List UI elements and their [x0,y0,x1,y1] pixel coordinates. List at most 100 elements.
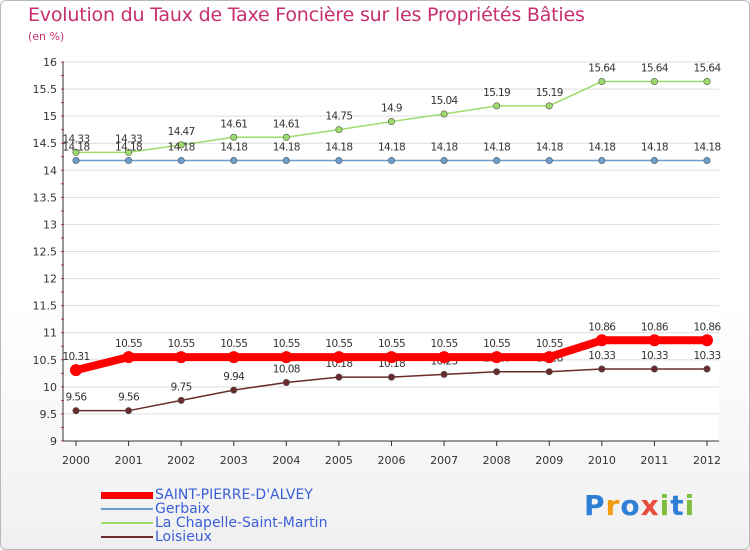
data-point [703,157,711,165]
data-label: 10.86 [693,321,721,333]
logo-letter: t [670,489,685,522]
data-label: 14.18 [378,142,405,154]
data-label: 14.61 [220,118,247,130]
data-label: 14.47 [168,126,195,138]
x-tick-label: 2002 [167,454,195,467]
logo-letter: i [684,489,696,522]
data-point [72,148,80,156]
legend-label: La Chapelle-Saint-Martin [155,515,328,531]
data-label: 10.33 [693,350,720,362]
data-point [650,77,658,85]
data-point [440,370,448,378]
logo-letter: o [620,489,641,522]
legend-swatch [101,536,153,538]
data-point [332,351,345,364]
logo-letter: x [640,489,660,522]
data-label: 15.64 [693,62,721,74]
x-tick-label: 2001 [115,454,143,467]
data-point [543,351,556,364]
data-label: 10.55 [115,338,142,350]
data-point [72,407,80,415]
data-point [648,334,661,347]
data-label: 14.18 [588,142,615,154]
data-label: 9.94 [223,371,245,383]
x-tick-label: 2003 [220,454,248,467]
data-point [177,396,185,404]
data-label: 10.55 [325,338,352,350]
data-point [598,77,606,85]
data-label: 10.55 [536,338,563,350]
data-label: 14.18 [220,142,247,154]
data-label: 14.18 [641,142,668,154]
data-point [125,407,133,415]
data-label: 10.86 [588,321,616,333]
x-tick-label: 2010 [588,454,616,467]
legend-label: Loisieux [155,529,212,545]
legend-swatch [101,508,153,510]
data-label: 9.75 [171,381,192,393]
data-point [227,351,240,364]
data-label: 10.18 [325,358,352,370]
data-label: 14.33 [115,133,142,145]
data-point [335,157,343,165]
data-label: 14.18 [693,142,720,154]
chart-title: Evolution du Taux de Taxe Foncière sur l… [28,4,585,26]
data-point [701,334,713,347]
legend-swatch [101,522,153,524]
data-point [650,365,658,373]
x-tick-label: 2006 [378,454,406,467]
legend-item-gerbaix: Gerbaix [101,501,210,517]
x-tick-label: 2007 [430,454,458,467]
data-point [650,157,658,165]
logo-letter: P [584,489,606,522]
data-label: 10.33 [641,350,668,362]
data-point [125,148,133,156]
y-tick-label: 14.5 [33,137,58,150]
data-point [335,373,343,381]
data-point [230,386,238,394]
data-label: 15.19 [483,87,510,99]
data-label: 10.86 [641,321,669,333]
data-point [335,126,343,134]
legend-item-la-chapelle: La Chapelle-Saint-Martin [101,515,327,531]
data-label: 10.55 [378,338,405,350]
data-label: 10.55 [273,338,300,350]
data-point [493,102,501,110]
data-label: 14.75 [325,111,352,123]
data-label: 9.56 [118,392,140,404]
data-point [70,364,82,377]
data-label: 10.55 [431,338,458,350]
data-point [280,351,293,364]
y-tick-label: 15 [43,110,57,123]
y-tick-label: 9 [50,435,57,448]
data-point [493,157,501,165]
data-label: 10.55 [168,338,195,350]
y-unit-label: (en %) [28,30,65,43]
data-point [125,157,133,165]
data-point [230,133,238,141]
data-point [175,351,188,364]
x-tick-label: 2009 [535,454,563,467]
data-point [703,365,711,373]
data-point [440,110,448,118]
data-label: 14.18 [431,142,458,154]
data-point [387,157,395,165]
proxiti-logo: Proxiti [584,489,695,522]
data-point [545,157,553,165]
data-point [230,157,238,165]
x-tick-label: 2008 [483,454,511,467]
data-label: 10.08 [273,364,300,376]
y-tick-label: 9.5 [40,408,58,421]
data-label: 14.61 [273,118,300,130]
data-label: 15.64 [588,62,616,74]
data-label: 10.18 [378,358,405,370]
y-tick-label: 11 [43,327,57,340]
data-label: 14.18 [168,142,195,154]
data-point [598,365,606,373]
legend-swatch [101,491,153,499]
data-label: 14.18 [273,142,300,154]
y-tick-label: 13.5 [33,191,58,204]
data-point [703,77,711,85]
